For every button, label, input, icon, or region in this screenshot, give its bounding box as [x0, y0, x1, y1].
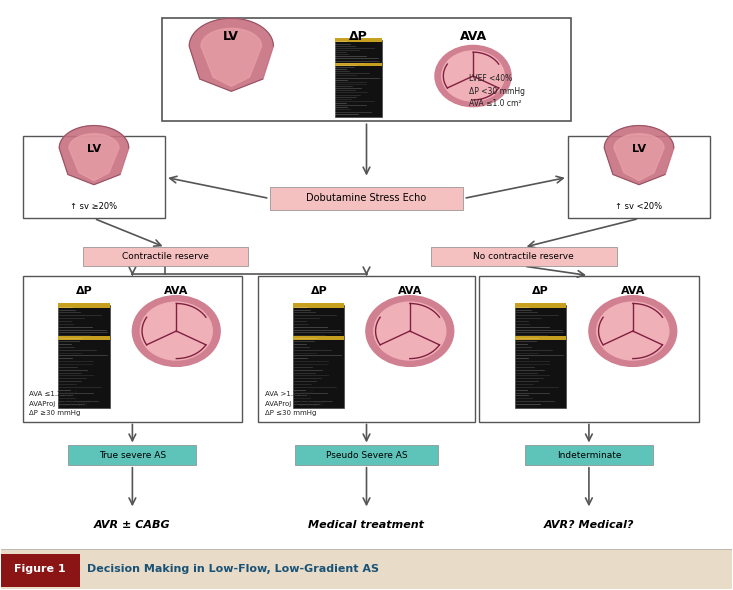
Bar: [68, 445, 196, 465]
Bar: [258, 276, 475, 421]
Bar: [162, 18, 571, 122]
Circle shape: [435, 45, 511, 107]
Bar: [430, 247, 617, 266]
Bar: [59, 303, 110, 308]
Bar: [515, 303, 566, 308]
Text: Indeterminate: Indeterminate: [556, 451, 621, 460]
Circle shape: [133, 296, 220, 366]
Bar: [23, 136, 166, 218]
Text: No contractile reserve: No contractile reserve: [474, 253, 574, 261]
Bar: [515, 336, 566, 340]
Polygon shape: [201, 28, 262, 86]
Text: LV: LV: [632, 145, 646, 155]
Text: Dobutamine Stress Echo: Dobutamine Stress Echo: [306, 194, 427, 204]
Bar: [83, 247, 248, 266]
Text: AVA ≤1.2 cm²
AVAProj ≤1.0 cm²
ΔP ≥30 mmHg: AVA ≤1.2 cm² AVAProj ≤1.0 cm² ΔP ≥30 mmH…: [29, 391, 91, 416]
Bar: [270, 187, 463, 209]
Text: ↑ sv <20%: ↑ sv <20%: [616, 202, 663, 211]
Text: Pseudo Severe AS: Pseudo Severe AS: [325, 451, 408, 460]
Text: AVR? Medical?: AVR? Medical?: [544, 520, 634, 530]
Text: Decision Making in Low-Flow, Low-Gradient AS: Decision Making in Low-Flow, Low-Gradien…: [87, 564, 379, 574]
Text: AVA >1.2 cm²
AVAProj >1.0 cm²
ΔP ≤30 mmHg: AVA >1.2 cm² AVAProj >1.0 cm² ΔP ≤30 mmH…: [265, 391, 326, 416]
Polygon shape: [189, 18, 273, 91]
Text: Contractile reserve: Contractile reserve: [122, 253, 209, 261]
Text: AVA: AVA: [397, 286, 422, 296]
Bar: [293, 305, 345, 408]
Bar: [334, 63, 382, 66]
Text: AVA: AVA: [460, 30, 487, 43]
Circle shape: [442, 51, 504, 101]
Bar: [59, 305, 110, 408]
Bar: [293, 303, 345, 308]
Circle shape: [366, 296, 454, 366]
Text: AVA: AVA: [164, 286, 188, 296]
Text: ΔP: ΔP: [75, 286, 92, 296]
Polygon shape: [604, 126, 674, 185]
Circle shape: [374, 302, 446, 360]
Text: AVR ± CABG: AVR ± CABG: [94, 520, 171, 530]
Text: ↑ sv ≥20%: ↑ sv ≥20%: [70, 202, 117, 211]
Circle shape: [597, 302, 668, 360]
Bar: [567, 136, 710, 218]
Text: Figure 1: Figure 1: [15, 564, 66, 574]
Bar: [293, 336, 345, 340]
Circle shape: [589, 296, 677, 366]
Circle shape: [140, 302, 213, 360]
Text: Medical treatment: Medical treatment: [309, 520, 424, 530]
Polygon shape: [59, 126, 129, 185]
Bar: [295, 445, 438, 465]
Text: LV: LV: [224, 30, 239, 43]
Bar: [525, 445, 653, 465]
Bar: [1, 554, 80, 587]
Bar: [59, 336, 110, 340]
Bar: [1, 549, 732, 589]
Text: LV: LV: [87, 145, 101, 155]
Bar: [479, 276, 699, 421]
Text: True severe AS: True severe AS: [99, 451, 166, 460]
Bar: [334, 40, 382, 117]
Bar: [23, 276, 242, 421]
Polygon shape: [69, 134, 119, 181]
Text: LVEF <40%
ΔP <30 mmHg
AVA ≤1.0 cm²: LVEF <40% ΔP <30 mmHg AVA ≤1.0 cm²: [469, 74, 526, 109]
Text: AVA: AVA: [621, 286, 645, 296]
Text: ΔP: ΔP: [532, 286, 549, 296]
Text: ΔP: ΔP: [349, 30, 368, 43]
Text: ΔP: ΔP: [311, 286, 327, 296]
Bar: [334, 38, 382, 42]
Bar: [515, 305, 566, 408]
Polygon shape: [614, 134, 664, 181]
